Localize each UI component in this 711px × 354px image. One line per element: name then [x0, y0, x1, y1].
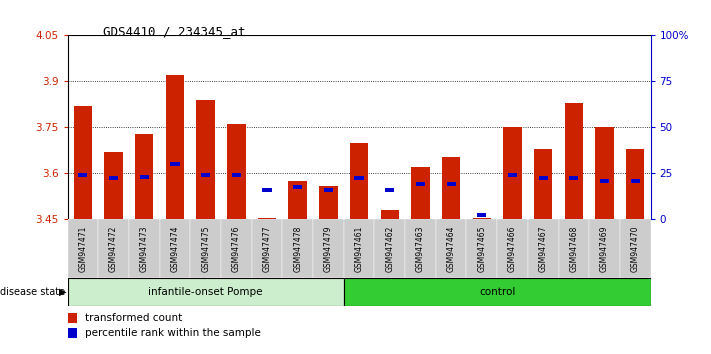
Bar	[98, 219, 129, 278]
Bar	[405, 219, 436, 278]
Bar	[508, 173, 517, 177]
Bar	[355, 176, 363, 180]
Bar	[631, 179, 640, 183]
Text: GSM947461: GSM947461	[355, 225, 363, 272]
Text: infantile-onset Pompe: infantile-onset Pompe	[149, 287, 263, 297]
Text: GSM947477: GSM947477	[262, 225, 272, 272]
Text: disease state: disease state	[0, 287, 65, 297]
Bar	[442, 156, 460, 219]
Bar	[258, 218, 276, 219]
Text: GSM947473: GSM947473	[140, 225, 149, 272]
Text: ▶: ▶	[59, 287, 67, 297]
Bar	[201, 173, 210, 177]
Bar	[319, 186, 338, 219]
Bar	[620, 219, 651, 278]
Bar	[139, 175, 149, 178]
Bar	[350, 143, 368, 219]
Bar	[497, 219, 528, 278]
Bar	[411, 167, 429, 219]
Bar	[570, 176, 579, 180]
Bar	[282, 219, 313, 278]
Bar	[166, 75, 184, 219]
Text: transformed count: transformed count	[85, 313, 183, 323]
Text: GSM947472: GSM947472	[109, 225, 118, 272]
Text: GSM947468: GSM947468	[570, 225, 578, 272]
Text: GSM947469: GSM947469	[600, 225, 609, 272]
Bar	[473, 218, 491, 219]
Text: GSM947479: GSM947479	[324, 225, 333, 272]
Bar	[565, 103, 583, 219]
Bar	[129, 219, 159, 278]
Text: GSM947474: GSM947474	[171, 225, 179, 272]
Bar	[227, 124, 245, 219]
Bar	[135, 133, 154, 219]
Bar	[221, 219, 252, 278]
Bar	[105, 152, 123, 219]
Bar	[343, 278, 651, 306]
Bar	[252, 219, 282, 278]
Bar	[534, 149, 552, 219]
Bar	[538, 176, 547, 180]
Text: GSM947462: GSM947462	[385, 225, 394, 272]
Bar	[466, 219, 497, 278]
Text: percentile rank within the sample: percentile rank within the sample	[85, 328, 261, 338]
Bar	[78, 173, 87, 177]
Text: GSM947475: GSM947475	[201, 225, 210, 272]
Bar	[385, 188, 395, 192]
Bar	[416, 182, 425, 186]
Bar	[232, 173, 241, 177]
Text: GSM947464: GSM947464	[447, 225, 456, 272]
Bar	[503, 127, 522, 219]
Bar	[436, 219, 466, 278]
Text: GSM947463: GSM947463	[416, 225, 425, 272]
Bar	[595, 127, 614, 219]
Bar	[191, 219, 221, 278]
Text: GSM947476: GSM947476	[232, 225, 241, 272]
Bar	[171, 162, 180, 166]
Bar	[380, 210, 399, 219]
Bar	[262, 188, 272, 192]
Bar	[68, 219, 98, 278]
Text: GSM947471: GSM947471	[78, 225, 87, 272]
Bar	[289, 181, 307, 219]
Bar	[159, 219, 191, 278]
Text: GSM947465: GSM947465	[477, 225, 486, 272]
Bar	[293, 185, 302, 189]
Text: GSM947478: GSM947478	[293, 225, 302, 272]
Bar	[196, 100, 215, 219]
Bar	[343, 219, 375, 278]
Bar	[68, 278, 343, 306]
Bar	[559, 219, 589, 278]
Text: GSM947470: GSM947470	[631, 225, 640, 272]
Text: GDS4410 / 234345_at: GDS4410 / 234345_at	[103, 25, 245, 38]
Bar	[477, 213, 486, 217]
Bar	[528, 219, 559, 278]
Text: GSM947467: GSM947467	[539, 225, 547, 272]
Bar	[324, 188, 333, 192]
Bar	[600, 179, 609, 183]
Text: control: control	[479, 287, 515, 297]
Bar	[626, 149, 644, 219]
Bar	[447, 182, 456, 186]
Bar	[313, 219, 343, 278]
Bar	[375, 219, 405, 278]
Bar	[109, 176, 118, 180]
Text: GSM947466: GSM947466	[508, 225, 517, 272]
Bar	[589, 219, 620, 278]
Bar	[74, 106, 92, 219]
